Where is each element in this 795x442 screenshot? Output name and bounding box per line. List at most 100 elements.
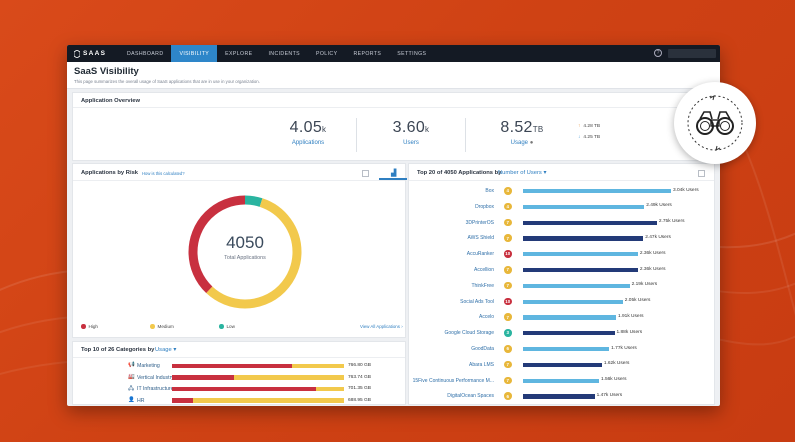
donut-segment-medium[interactable] [188,195,302,309]
divider [73,180,405,181]
table-view-icon[interactable] [698,170,705,177]
logo-text: SAAS [83,50,107,57]
logo[interactable]: SAAS [67,49,119,58]
users-bar[interactable] [523,204,645,209]
users-bar[interactable] [523,220,657,225]
users-count: 1.77k Users [611,345,637,351]
application-name[interactable]: AWS Shield [467,235,495,242]
risk-score-badge: 4 [504,187,512,195]
category-value: 688.95 GB [348,397,371,403]
category-row[interactable]: 👤 HR 688.95 GB [73,397,407,405]
category-usage-bar[interactable] [172,375,344,380]
category-usage-bar[interactable] [172,363,344,368]
nav-dashboard[interactable]: DASHBOARD [127,50,164,57]
application-name[interactable]: Accelo [478,314,494,321]
chart-view-icon[interactable]: ▟ [391,170,397,177]
category-label: Marketing [137,363,160,369]
nav-visibility[interactable]: VISIBILITY [171,45,218,62]
application-name[interactable]: DigitalOcean Spaces [447,393,494,400]
usage-stat[interactable]: 8.52TB Usage ● [487,119,557,146]
users-count: 1.62k Users [603,361,630,367]
users-bar[interactable] [523,378,599,383]
users-bar[interactable] [523,268,638,273]
nav-incidents[interactable]: INCIDENTS [268,50,301,57]
application-name[interactable]: 3DPrinterOS [465,219,494,226]
application-row[interactable]: 15Five Continuous Performance M... 7 1.56k… [409,376,716,386]
nav-settings[interactable]: SETTINGS [397,50,427,57]
total-applications-label: Total Applications [224,255,266,261]
legend-high: High [81,324,98,329]
application-name[interactable]: Dropbox [475,203,494,210]
view-all-applications-link[interactable]: View All Applications › [360,324,403,329]
help-icon[interactable]: ? [654,49,662,57]
stat-divider [356,118,357,152]
category-row[interactable]: 🏭 Vertical Industry 763.74 GB [73,374,407,382]
risk-score-badge: 10 [504,250,512,258]
application-row[interactable]: AccuRanker 10 2.36k Users [409,249,716,259]
application-name[interactable]: AccuRanker [466,251,494,258]
person-icon: 👤 [128,396,135,403]
users-count: 1.91k Users [617,313,644,319]
applications-label: Applications [291,140,325,146]
medium-segment [192,398,344,403]
users-bar[interactable] [523,299,623,304]
users-bar[interactable] [523,362,602,367]
users-bar[interactable] [523,283,630,288]
nav-explore[interactable]: EXPLORE [225,50,253,57]
risk-score-badge: 6 [504,392,512,400]
categories-metric-dropdown[interactable]: Usage ▾ [155,347,177,353]
application-row[interactable]: AWS Shield 7 2.47k Users [409,233,716,243]
high-segment [172,375,234,380]
application-name[interactable]: Box [485,188,494,194]
top-apps-metric-dropdown[interactable]: Number of Users ▾ [498,170,547,176]
application-name[interactable]: Accellion [473,267,494,273]
category-usage-bar[interactable] [172,386,344,391]
table-view-icon[interactable] [362,170,369,177]
users-bar[interactable] [523,236,644,241]
users-bar[interactable] [523,252,638,257]
application-row[interactable]: DigitalOcean Spaces 6 1.47k Users [409,391,716,401]
application-row[interactable]: Accellion 7 2.36k Users [409,265,716,275]
users-bar[interactable] [523,331,615,336]
category-row[interactable]: 📢 Marketing 766.80 GB [73,362,407,370]
application-row[interactable]: Google Cloud Storage 3 1.88k Users [409,328,716,338]
network-icon: 🖧 [128,386,135,392]
risk-title: Applications by Risk [81,170,139,176]
application-name[interactable]: 15Five Continuous Performance M... [412,377,494,384]
users-count: 2.05k Users [624,298,651,304]
application-name[interactable]: Social Ads Tool [460,298,494,305]
users-bar[interactable] [523,189,671,194]
user-menu[interactable] [668,49,716,58]
application-row[interactable]: GoodData 6 1.77k Users [409,344,716,354]
medium-dot-icon [150,324,155,329]
users-bar[interactable] [523,394,595,399]
donut-segment-high[interactable] [188,195,302,309]
how-calculated-link[interactable]: How is this calculated? [142,171,185,176]
category-row[interactable]: 🖧 IT Infrastructure 701.35 GB [73,385,407,393]
nav-policy[interactable]: POLICY [316,50,338,57]
top-navigation: SAAS DASHBOARD VISIBILITY EXPLORE INCIDE… [67,45,720,62]
application-name[interactable]: GoodData [471,346,494,352]
application-row[interactable]: Box 4 3.04k Users [409,186,716,196]
application-name[interactable]: Abara LMS [468,361,494,368]
info-icon[interactable]: ● [529,140,534,146]
application-row[interactable]: Accelo 7 1.91k Users [409,312,716,322]
risk-score-badge: 7 [504,376,512,385]
users-bar[interactable] [523,315,616,320]
users-stat[interactable]: 3.60k Users [376,119,446,146]
users-bar[interactable] [523,347,610,352]
category-usage-bar[interactable] [172,398,344,403]
application-row[interactable]: Abara LMS 7 1.62k Users [409,360,716,370]
caret-down-icon: ▾ [173,347,177,353]
application-name[interactable]: Google Cloud Storage [444,330,494,337]
application-row[interactable]: 3DPrinterOS 7 2.75k Users [409,218,716,228]
application-name[interactable]: ThinkFree [471,282,494,289]
application-row[interactable]: Dropbox 4 2.49k Users [409,202,716,212]
application-row[interactable]: ThinkFree 7 2.19k Users [409,281,716,291]
medium-segment [233,375,344,380]
arrow-down-icon: ↓ [578,135,581,140]
applications-stat[interactable]: 4.05k Applications [273,119,343,146]
application-row[interactable]: Social Ads Tool 10 2.05k Users [409,297,716,307]
users-count: 1.56k Users [600,377,627,383]
nav-reports[interactable]: REPORTS [353,50,382,57]
